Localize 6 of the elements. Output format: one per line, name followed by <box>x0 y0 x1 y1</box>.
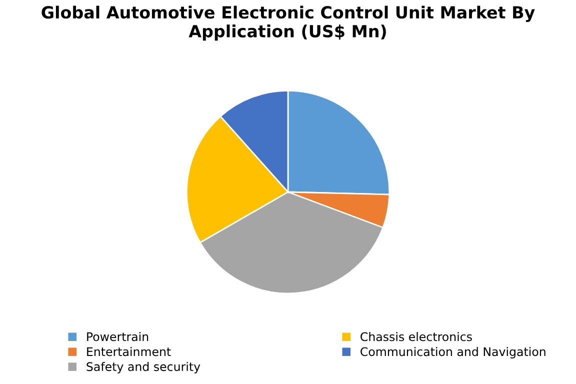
legend-label: Powertrain <box>87 332 148 342</box>
legend-label: Entertainment <box>87 346 171 356</box>
legend-label: Safety and security <box>86 362 200 374</box>
legend-label: Communication and Navigation <box>360 346 546 358</box>
chart-title: Global Automotive Electronic Control Unit Market By Application (US$ Mn) <box>42 6 535 41</box>
legend-label: Chassis electronics <box>360 332 472 342</box>
